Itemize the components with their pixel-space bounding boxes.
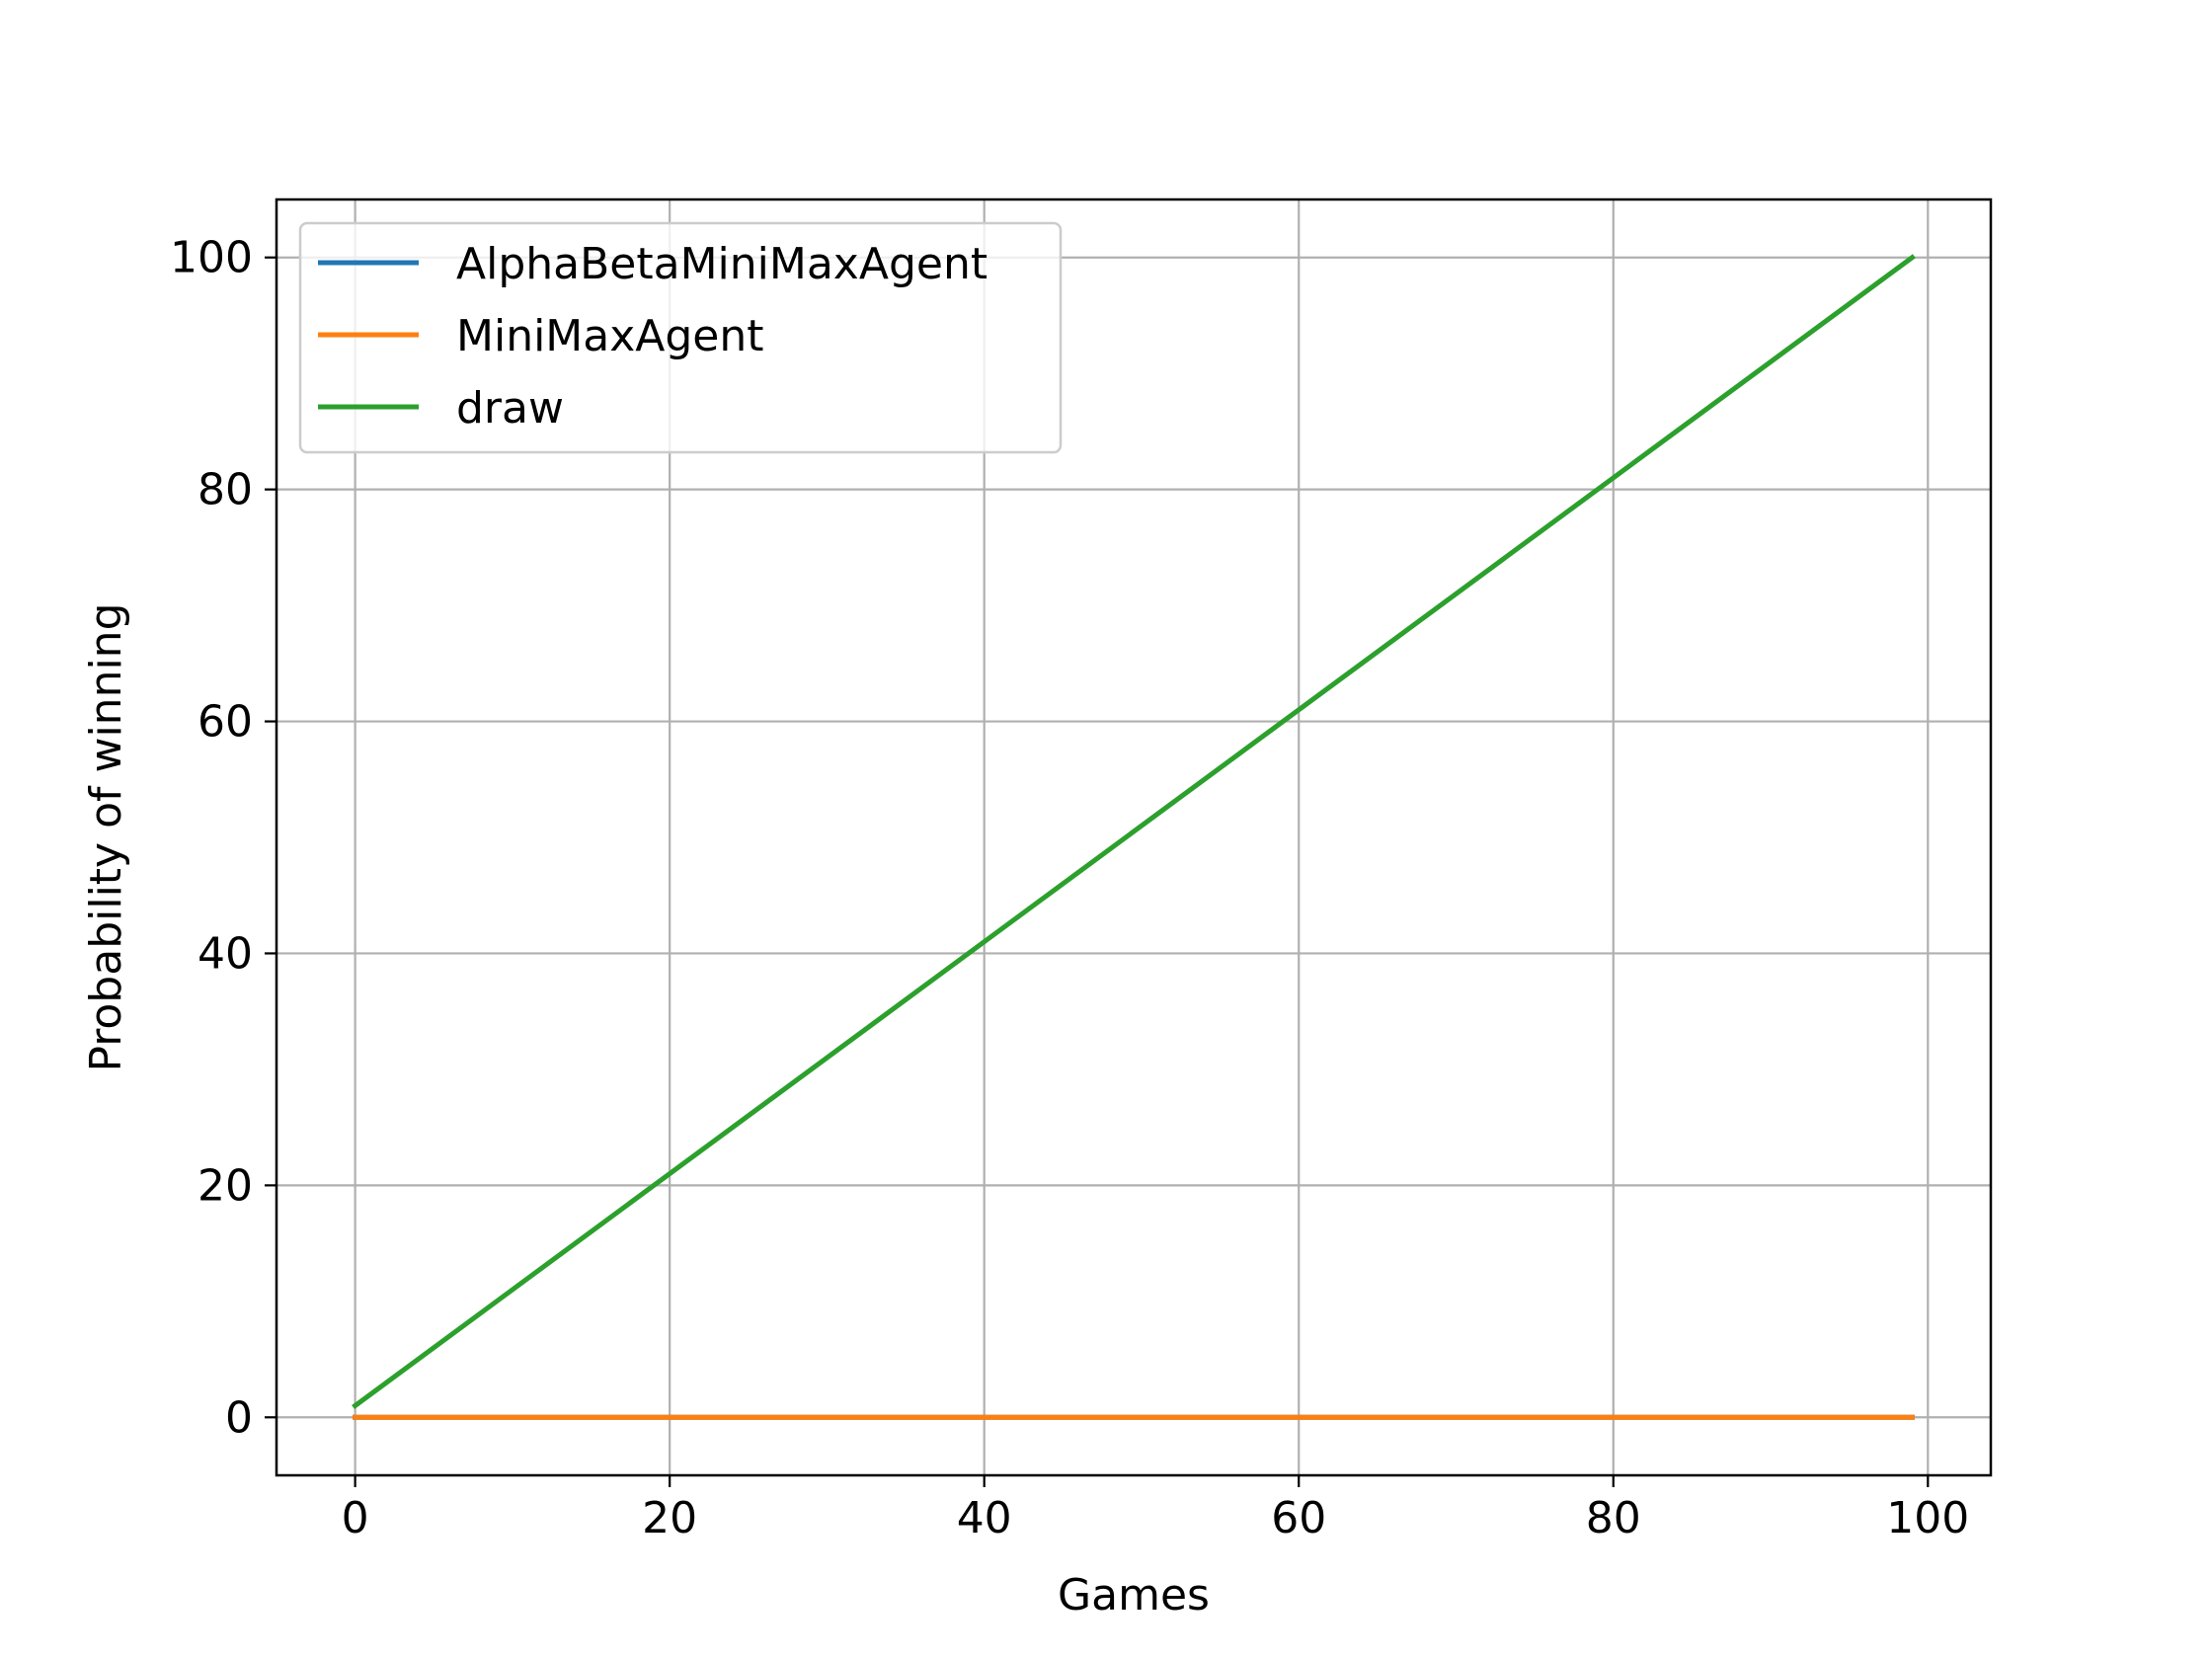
legend-label: AlphaBetaMiniMaxAgent <box>456 239 988 289</box>
legend-label: draw <box>456 383 564 434</box>
y-tick-label: 20 <box>198 1160 253 1211</box>
legend-box <box>298 221 1063 454</box>
axis-ticks: 0 20 40 60 80 100 0 20 40 60 80 100 <box>170 233 1969 1543</box>
x-tick-label: 0 <box>342 1493 369 1543</box>
series-line-draw <box>352 254 1916 1409</box>
y-axis-label: Probability of winning <box>81 603 131 1072</box>
x-tick-label: 40 <box>957 1493 1012 1543</box>
x-tick-label: 80 <box>1586 1493 1641 1543</box>
y-tick-label: 100 <box>170 233 253 283</box>
plot-area-frame <box>275 198 1993 1477</box>
x-tick-label: 20 <box>642 1493 697 1543</box>
series-lines <box>352 254 1916 1420</box>
x-tick-label: 100 <box>1886 1493 1969 1543</box>
legend: AlphaBetaMiniMaxAgent MiniMaxAgent draw <box>298 221 1063 454</box>
x-axis-label: Games <box>1058 1570 1210 1620</box>
legend-label: MiniMaxAgent <box>456 311 764 361</box>
y-tick-label: 0 <box>225 1392 253 1443</box>
x-tick-label: 60 <box>1271 1493 1326 1543</box>
y-tick-label: 40 <box>198 928 253 979</box>
y-tick-label: 60 <box>198 697 253 748</box>
y-tick-label: 80 <box>198 465 253 515</box>
